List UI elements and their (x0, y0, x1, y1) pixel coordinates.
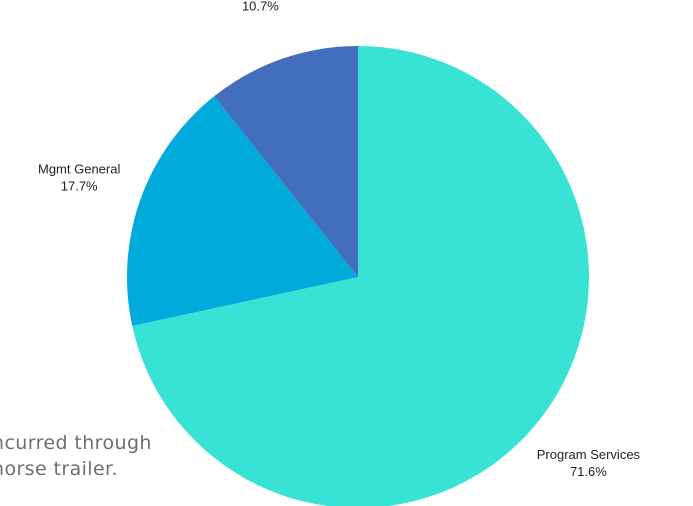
pie-label-value: 10.7% (242, 0, 279, 14)
pie-label-program-services: Program Services 71.6% (537, 447, 641, 479)
pie-labels: Program Services 71.6% Mgmt General 17.7% Fu… (38, 0, 641, 479)
background-text-line-2: horse trailer. (0, 458, 118, 480)
pie-slice-mgmt-general (127, 96, 358, 326)
pie-label-mgmt-general: Mgmt General 17.7% (38, 162, 120, 194)
pie-label-value: 71.6% (570, 464, 607, 479)
pie-slice-fundraising (214, 46, 358, 277)
pie-label-fundraising: Fundraising10.7% (226, 0, 294, 14)
pie-slice-program-services (132, 46, 589, 506)
pie-label-name: Mgmt General (38, 162, 120, 177)
pie-label-name: Program Services (537, 447, 641, 462)
background-text-line-1: ncurred through (0, 432, 152, 454)
pie-label-value: 17.7% (61, 179, 98, 194)
pie-slices (127, 46, 589, 506)
